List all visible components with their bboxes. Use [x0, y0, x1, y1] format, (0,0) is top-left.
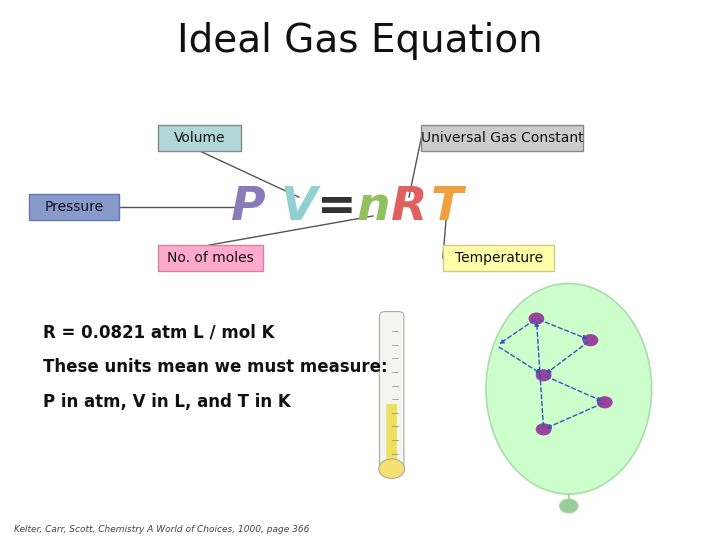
Circle shape	[583, 335, 598, 346]
FancyBboxPatch shape	[158, 125, 241, 151]
Circle shape	[559, 499, 578, 513]
Text: Universal Gas Constant: Universal Gas Constant	[421, 131, 583, 145]
Text: R = 0.0821 atm L / mol K: R = 0.0821 atm L / mol K	[43, 323, 275, 341]
Text: P: P	[231, 185, 266, 231]
Circle shape	[598, 397, 612, 408]
FancyBboxPatch shape	[379, 312, 404, 471]
Text: T: T	[431, 185, 462, 231]
Circle shape	[379, 459, 405, 478]
Text: Volume: Volume	[174, 131, 225, 145]
Text: V: V	[281, 185, 317, 231]
FancyBboxPatch shape	[421, 125, 583, 151]
Text: Ideal Gas Equation: Ideal Gas Equation	[177, 22, 543, 59]
FancyBboxPatch shape	[29, 194, 119, 220]
FancyBboxPatch shape	[387, 404, 397, 467]
Text: Kelter, Carr, Scott, Chemistry A World of Choices, 1000, page 366: Kelter, Carr, Scott, Chemistry A World o…	[14, 524, 310, 534]
Text: P in atm, V in L, and T in K: P in atm, V in L, and T in K	[43, 393, 291, 411]
Circle shape	[536, 370, 551, 381]
FancyBboxPatch shape	[158, 245, 263, 271]
Text: n: n	[356, 185, 390, 231]
Text: R: R	[391, 185, 427, 231]
Text: These units mean we must measure:: These units mean we must measure:	[43, 358, 388, 376]
FancyBboxPatch shape	[443, 245, 554, 271]
Text: No. of moles: No. of moles	[167, 251, 254, 265]
Text: Pressure: Pressure	[44, 200, 104, 214]
Text: =: =	[317, 185, 357, 231]
Circle shape	[529, 313, 544, 324]
Text: Temperature: Temperature	[454, 251, 543, 265]
Circle shape	[536, 424, 551, 435]
Ellipse shape	[486, 284, 652, 494]
